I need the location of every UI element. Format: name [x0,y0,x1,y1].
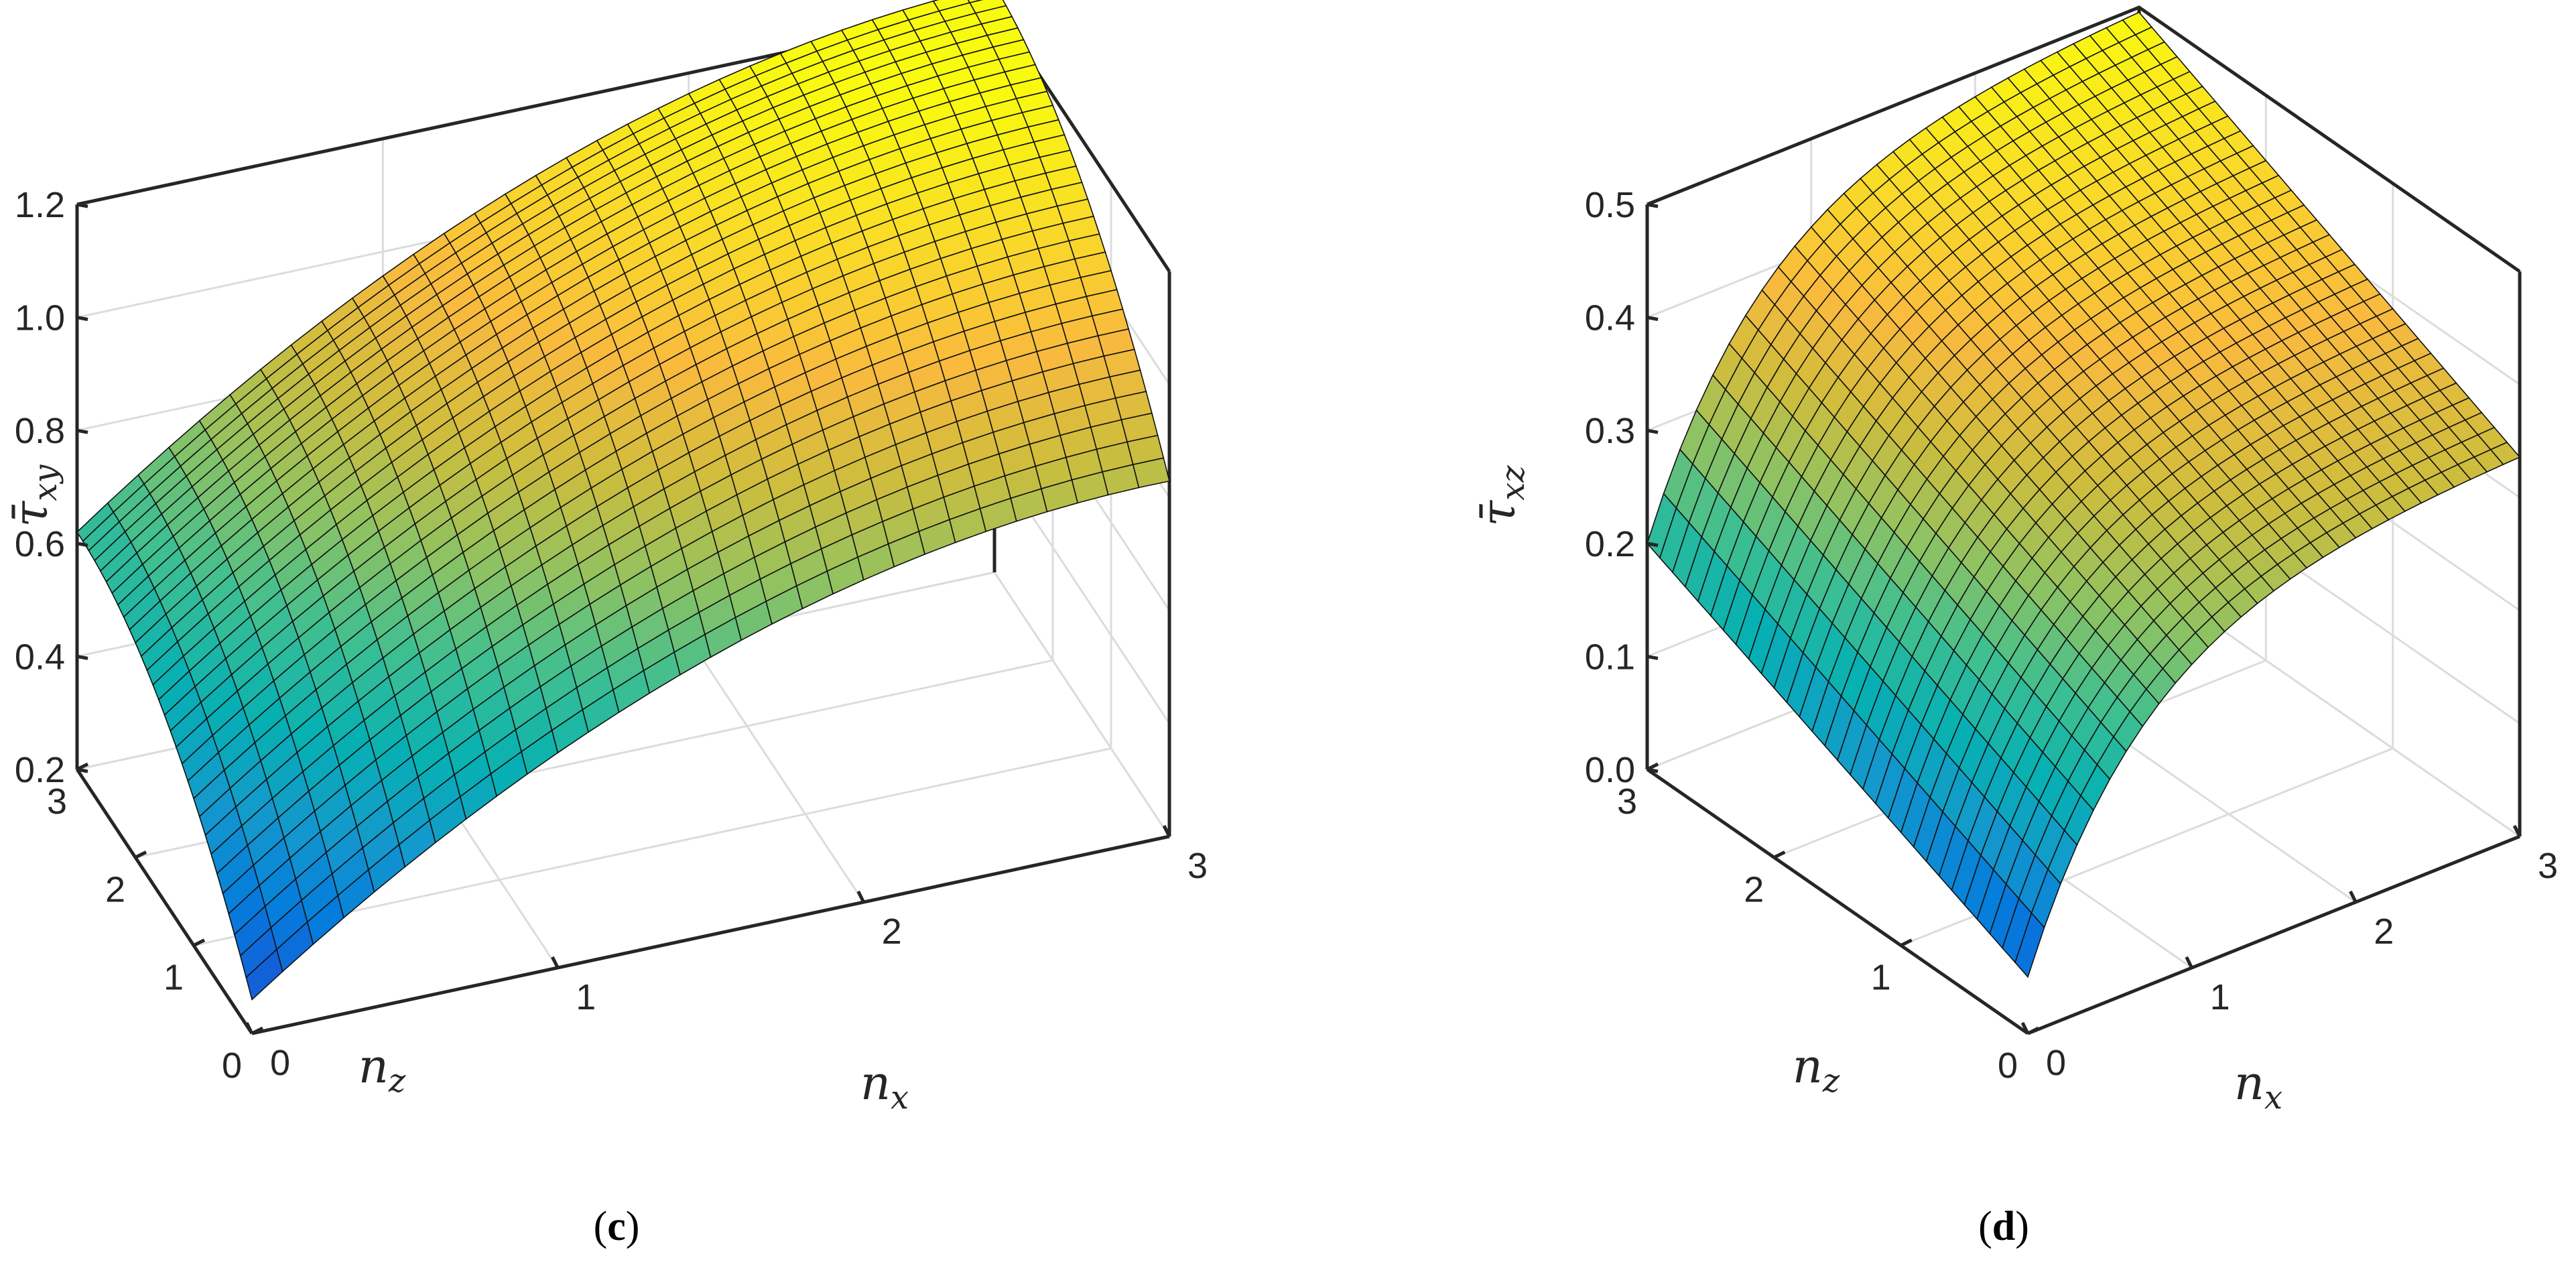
y-tick-label: 1 [1871,958,1891,998]
x-tick-label: 0 [270,1043,290,1083]
y-axis-ticks: 0 1 2 3 [1617,762,2040,1086]
surface-plot-d: 0.0 0.1 0.2 0.3 0.4 0.5 0 1 2 3 0 1 2 3 nx nz τ̄xz (d) [1471,5,2558,1249]
y-axis-label: nz [359,1039,406,1100]
z-tick-label: 1.0 [15,298,65,338]
z-tick-label: 0.2 [1585,524,1635,564]
y-tick-label: 3 [47,781,67,822]
z-tick-label: 0.0 [1585,750,1635,790]
z-tick-label: 0.2 [15,750,65,790]
z-axis-ticks: 0.0 0.1 0.2 0.3 0.4 0.5 [1585,185,1659,790]
surface-mesh [76,0,1170,1001]
z-axis-ticks: 0.2 0.4 0.6 0.8 1.0 1.2 [15,185,88,790]
y-tick-label: 2 [1744,869,1764,909]
z-tick-label: 0.3 [1585,411,1635,451]
y-tick-label: 1 [164,958,184,998]
x-axis-label: nx [860,1056,909,1117]
z-tick-label: 0.1 [1585,637,1635,677]
y-tick-label: 0 [222,1046,242,1086]
surface-cell [245,948,283,1001]
x-axis-label: nx [2234,1056,2282,1117]
z-tick-label: 0.8 [15,411,65,451]
x-tick-label: 3 [1187,846,1208,886]
x-tick-label: 1 [576,977,596,1017]
surface-plot-c: 0.2 0.4 0.6 0.8 1.0 1.2 0 1 2 3 0 1 2 3 nx nz τ̄xy (c) [3,0,1208,1249]
z-axis-label: τ̄xz [1471,465,1532,527]
z-tick-label: 1.2 [15,185,65,225]
surface-cell [2014,911,2045,979]
y-axis-label: nz [1793,1039,1840,1100]
z-tick-label: 0.4 [1585,298,1635,338]
x-tick-label: 0 [2046,1043,2066,1083]
surface-mesh [1647,11,2521,979]
x-tick-label: 2 [2374,911,2394,952]
z-tick-label: 0.5 [1585,185,1635,225]
x-tick-label: 2 [882,911,902,952]
z-tick-label: 0.6 [15,524,65,564]
z-axis-label: τ̄xy [3,464,64,527]
panel-caption: (c) [594,1204,640,1249]
y-tick-label: 3 [1617,781,1637,822]
z-tick-label: 0.4 [15,637,65,677]
x-tick-label: 3 [2538,846,2558,886]
y-tick-label: 0 [1998,1046,2018,1086]
panel-caption: (d) [1978,1204,2029,1249]
x-axis-ticks: 0 1 2 3 [245,824,1208,1083]
y-tick-label: 2 [105,869,125,909]
y-axis-ticks: 0 1 2 3 [47,762,264,1086]
x-tick-label: 1 [2210,977,2230,1017]
x-axis-ticks: 0 1 2 3 [2020,824,2558,1083]
